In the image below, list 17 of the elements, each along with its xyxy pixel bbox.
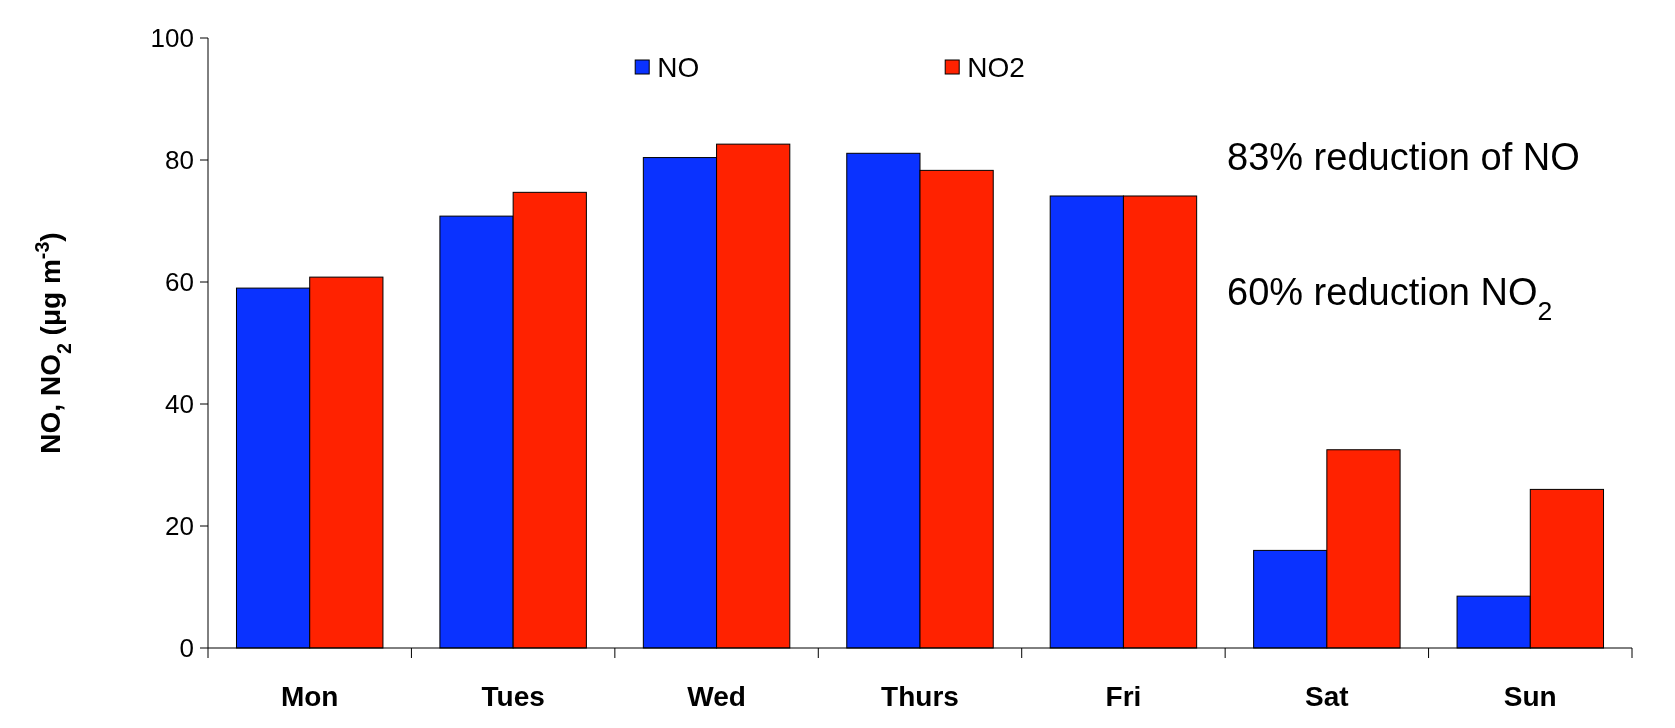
y-tick-label: 0 — [179, 633, 194, 664]
y-tick-label: 20 — [165, 511, 194, 542]
legend-label: NO — [657, 51, 700, 83]
annotation: 60% reduction NO$_{2}$ — [1227, 271, 1553, 326]
y-tick-label: 100 — [150, 23, 194, 54]
y-tick-label: 40 — [165, 389, 194, 420]
x-tick-label: Fri — [1105, 681, 1142, 712]
legend-label: NO2 — [967, 51, 1025, 83]
y-tick-label: 60 — [165, 267, 194, 298]
annotation: 83% reduction of NO — [1227, 136, 1580, 178]
x-tick-label: Wed — [687, 681, 746, 712]
x-tick-label: Tues — [481, 681, 545, 712]
x-tick-label: Sat — [1305, 681, 1349, 712]
x-tick-label: Thurs — [881, 681, 959, 712]
x-tick-label: Mon — [280, 681, 339, 712]
y-tick-label: 80 — [165, 145, 194, 176]
x-tick-label: Sun — [1503, 681, 1557, 712]
